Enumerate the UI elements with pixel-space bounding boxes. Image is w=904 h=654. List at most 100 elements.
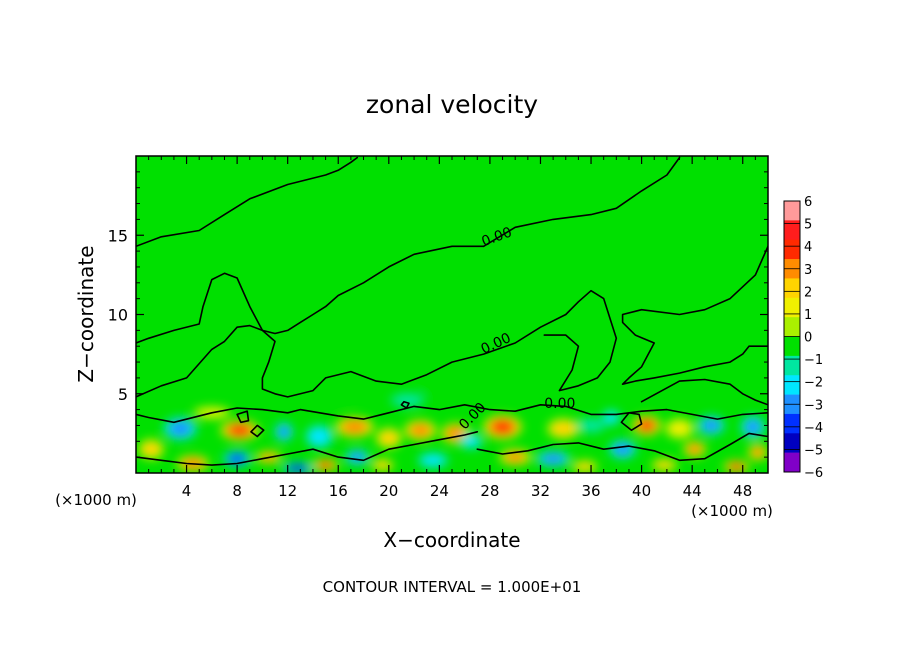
velocity-cell-25-2 xyxy=(655,460,674,470)
plot-area: 0.000.000.000.00 4 8 12 16 20 24 28 32 36 40 44 48 … xyxy=(108,155,769,500)
y-tick-label-10: 10 xyxy=(108,306,128,325)
velocity-cell-3-4 xyxy=(228,453,246,464)
colorbar: 6 5 4 3 2 1 0 −1 −2 −3 −4 −5 −6 xyxy=(783,195,823,481)
x-tick-label-4: 4 xyxy=(182,482,192,500)
colorbar-label-0: 6 xyxy=(804,195,812,210)
zero-contours xyxy=(136,156,768,466)
colorbar-swatch-4 xyxy=(784,278,800,299)
colorbar-swatch-6 xyxy=(784,317,800,337)
velocity-cell-14-2 xyxy=(421,454,445,467)
colorbar-label-12: −6 xyxy=(804,466,823,481)
zero-contour-1 xyxy=(482,156,681,248)
colorbar-label-6: 0 xyxy=(804,331,812,346)
colorbar-label-11: −5 xyxy=(804,443,823,458)
velocity-cell-13-2 xyxy=(374,460,391,470)
velocity-cell-5-3 xyxy=(278,425,290,438)
velocity-cell-34-1 xyxy=(667,419,692,438)
colorbar-label-7: −1 xyxy=(804,353,823,368)
velocity-cell-12-3 xyxy=(410,423,431,437)
velocity-cell-29-3 xyxy=(745,419,761,435)
colorbar-swatch-5 xyxy=(784,297,800,318)
zero-contour-7 xyxy=(136,431,479,466)
zero-contour-0 xyxy=(136,156,358,248)
chart-title: zonal velocity xyxy=(366,90,538,119)
y-ticks: 5 10 15 xyxy=(108,171,768,458)
velocity-cell-20-2 xyxy=(551,421,575,436)
zero-contour-9 xyxy=(236,410,250,424)
zero-contour-10 xyxy=(250,424,265,438)
x-tick-label-24: 24 xyxy=(430,482,449,500)
colorbar-label-9: −3 xyxy=(804,398,823,413)
colorbar-swatch-11 xyxy=(784,413,800,434)
colorbar-label-3: 3 xyxy=(804,263,812,278)
velocity-cell-26-3 xyxy=(687,444,702,455)
x-tick-label-16: 16 xyxy=(329,482,348,500)
velocity-cell-18-3 xyxy=(505,452,525,462)
colorbar-label-5: 1 xyxy=(804,308,812,323)
velocity-cell-19-3 xyxy=(541,453,565,465)
x-tick-label-12: 12 xyxy=(278,482,297,500)
velocity-cell-17-2 xyxy=(462,436,480,447)
colorbar-swatch-9 xyxy=(784,375,800,395)
colorbar-swatch-2 xyxy=(784,239,800,260)
zero-contour-4 xyxy=(621,245,768,385)
colorbar-label-2: 4 xyxy=(804,240,812,255)
velocity-cell-16-4 xyxy=(491,419,514,435)
velocity-cell-7-4 xyxy=(318,461,333,469)
velocity-cell-36-0 xyxy=(419,372,510,400)
velocity-cell-9-3 xyxy=(341,420,368,434)
velocity-cell-35-0 xyxy=(287,382,364,406)
x-tick-label-40: 40 xyxy=(632,482,651,500)
zero-contour-3 xyxy=(136,289,618,398)
velocity-cell-8-2 xyxy=(308,427,331,446)
velocity-cell-23-4 xyxy=(638,419,655,432)
velocity-cell-33-1 xyxy=(577,418,605,433)
x-tick-label-28: 28 xyxy=(480,482,499,500)
x-tick-label-20: 20 xyxy=(379,482,398,500)
x-tick-label-8: 8 xyxy=(232,482,242,500)
zero-contour-2 xyxy=(136,245,485,344)
velocity-cell-21-2 xyxy=(575,462,594,471)
x-ticks: 4 8 12 16 20 24 28 32 36 40 44 48 xyxy=(148,156,756,500)
velocity-cell-31-2 xyxy=(142,442,160,457)
plot-background xyxy=(136,156,768,473)
velocity-cell-11-2 xyxy=(379,430,399,446)
velocity-cell-22-3 xyxy=(613,442,632,456)
y-tick-label-5: 5 xyxy=(118,385,128,404)
y-tick-label-15: 15 xyxy=(108,226,128,245)
x-unit-left: (×1000 m) xyxy=(55,491,137,509)
x-axis-label: X−coordinate xyxy=(383,528,520,552)
x-tick-label-48: 48 xyxy=(733,482,752,500)
zero-contour-8 xyxy=(476,432,768,462)
x-unit-right: (×1000 m) xyxy=(691,502,773,520)
velocity-cell-27-3 xyxy=(702,419,721,432)
velocity-cell-28-4 xyxy=(729,463,744,471)
colorbar-swatch-7 xyxy=(784,336,800,357)
colorbar-swatch-0 xyxy=(784,201,800,221)
velocity-cell-6-5 xyxy=(288,464,307,472)
colorbar-label-8: −2 xyxy=(804,376,823,391)
colorbar-swatch-13 xyxy=(784,452,800,473)
colorbar-label-1: 5 xyxy=(804,218,812,233)
colorbar-swatch-8 xyxy=(784,355,800,376)
x-tick-label-36: 36 xyxy=(581,482,600,500)
contour-interval-note: CONTOUR INTERVAL = 1.000E+01 xyxy=(323,578,582,596)
zero-contour-12 xyxy=(620,412,643,431)
velocity-field xyxy=(138,344,768,473)
velocity-cell-30-3 xyxy=(751,447,764,458)
y-axis-label: Z−coordinate xyxy=(74,245,98,382)
zero-contour-5 xyxy=(640,378,768,406)
x-tick-label-32: 32 xyxy=(531,482,550,500)
colorbar-label-10: −4 xyxy=(804,421,823,436)
velocity-cell-0-4 xyxy=(228,424,252,437)
velocity-cell-37-0 xyxy=(611,344,672,364)
velocity-cell-39-1 xyxy=(392,393,424,407)
velocity-cell-1-3 xyxy=(169,421,192,437)
zero-contour-11 xyxy=(400,400,410,409)
colorbar-swatch-1 xyxy=(784,220,800,241)
x-tick-label-44: 44 xyxy=(683,482,702,500)
zero-contour-6 xyxy=(136,404,768,424)
contour-label-2: 0.00 xyxy=(544,396,575,412)
colorbar-label-4: 2 xyxy=(804,285,812,300)
